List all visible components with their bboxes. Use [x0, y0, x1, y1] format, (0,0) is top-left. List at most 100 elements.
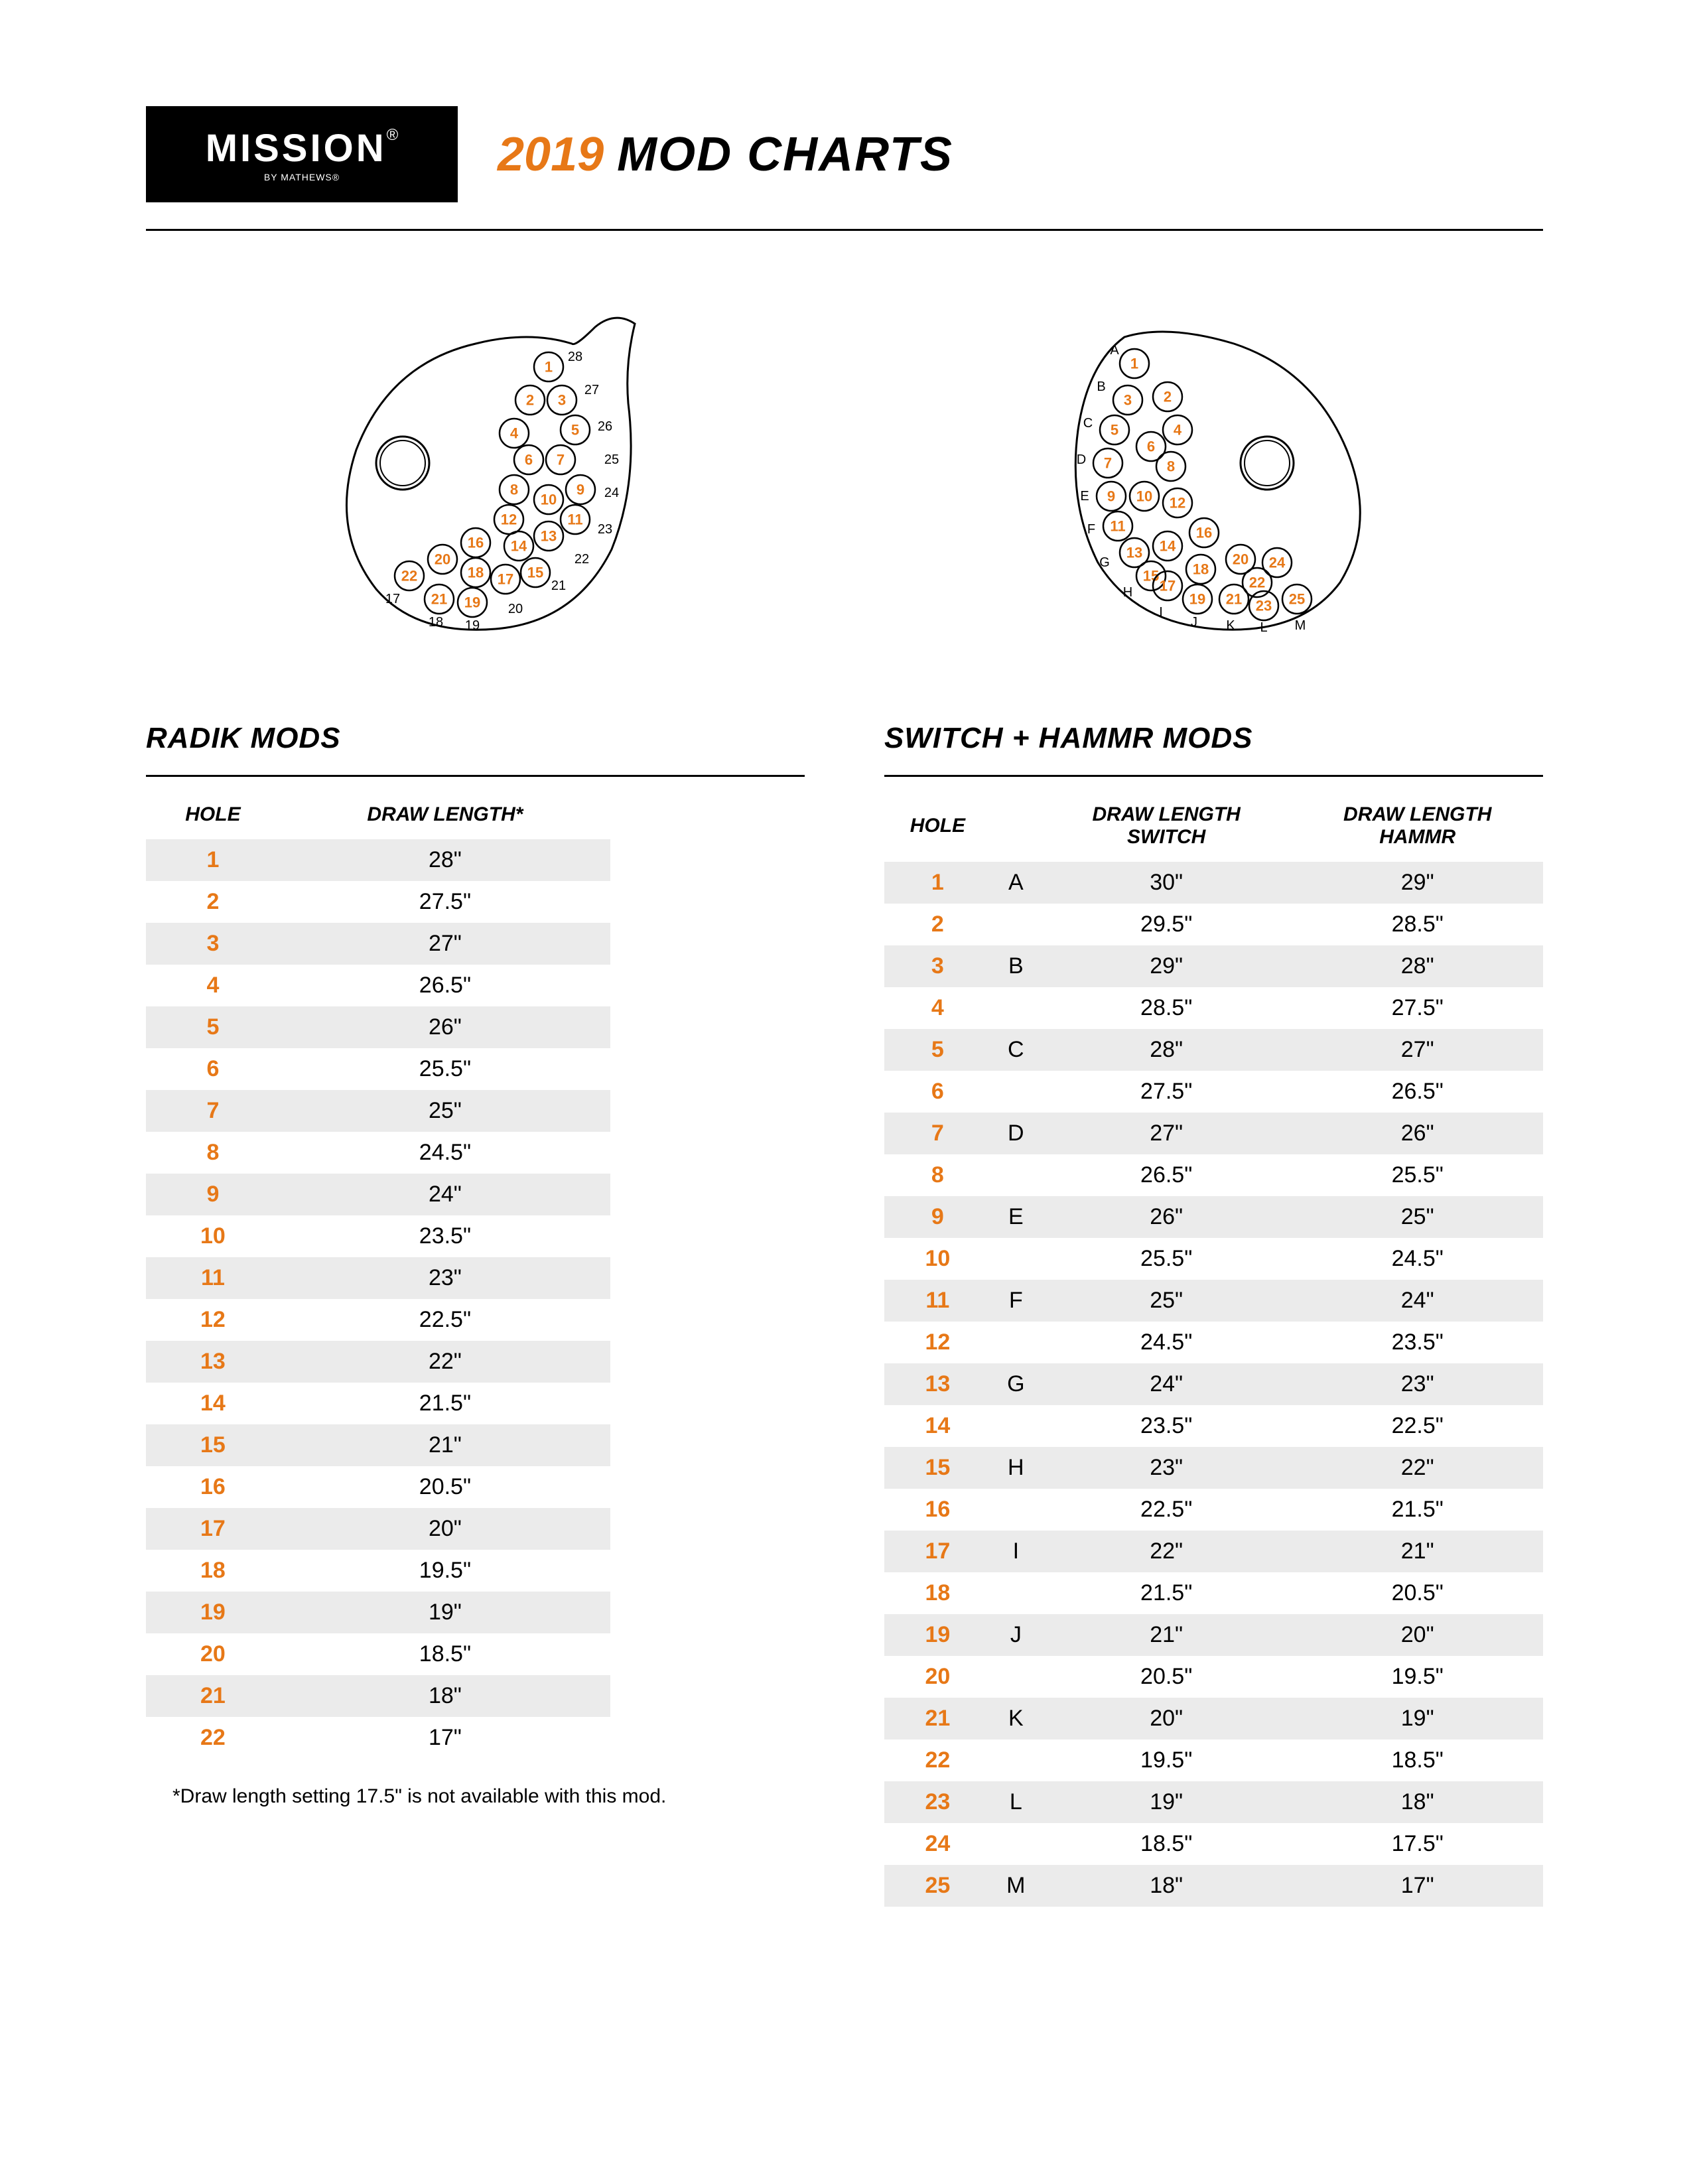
draw-length: 19.5" [1292, 1656, 1543, 1698]
table-row: 426.5" [146, 965, 610, 1006]
header: MISSION® BY MATHEWS® 2019 MOD CHARTS [0, 0, 1689, 202]
switch-hammr-column: 1234567891011121314151617181920212223242… [884, 297, 1543, 1907]
draw-length: 25.5" [280, 1048, 610, 1090]
draw-length: 24.5" [1041, 1322, 1292, 1363]
hole-number: 1 [884, 862, 991, 904]
draw-length: 22.5" [1292, 1405, 1543, 1447]
hole-number: 13 [146, 1341, 280, 1383]
draw-length: 17" [280, 1717, 610, 1759]
hole-number: 8 [884, 1154, 991, 1196]
table-row: 7D27"26" [884, 1113, 1543, 1154]
cam-edge-label: 22 [574, 552, 588, 567]
cam-hole-number: 5 [1110, 422, 1118, 439]
cam-edge-label: J [1191, 615, 1197, 630]
draw-length: 29" [1292, 862, 1543, 904]
hole-number: 10 [884, 1238, 991, 1280]
draw-length: 26" [280, 1006, 610, 1048]
hole-number: 21 [884, 1698, 991, 1740]
hole-letter: D [991, 1113, 1041, 1154]
table-row: 625.5" [146, 1048, 610, 1090]
table-row: 1222.5" [146, 1299, 610, 1341]
draw-length: 24" [1292, 1280, 1543, 1322]
table-header: HOLE [146, 790, 280, 839]
hole-number: 11 [146, 1257, 280, 1299]
cam-edge-label: L [1260, 620, 1267, 635]
title-rest: MOD CHARTS [617, 127, 953, 182]
hole-letter: C [991, 1029, 1041, 1071]
table-header: HOLE [884, 790, 991, 862]
draw-length: 18.5" [1292, 1740, 1543, 1781]
hole-letter [991, 1405, 1041, 1447]
hole-letter [991, 1322, 1041, 1363]
switch-hammr-title: SWITCH + HAMMR MODS [884, 722, 1543, 755]
draw-length: 23.5" [1041, 1405, 1292, 1447]
cam-hole-number: 16 [467, 535, 483, 551]
cam-edge-label: C [1083, 416, 1092, 431]
hole-number: 13 [884, 1363, 991, 1405]
draw-length: 25.5" [1292, 1154, 1543, 1196]
table-row: 1A30"29" [884, 862, 1543, 904]
cam-edge-label: 28 [567, 350, 582, 364]
cam-edge-label: A [1110, 343, 1119, 358]
cam-hole-number: 14 [1159, 538, 1176, 555]
cam-hole-number: 13 [540, 528, 556, 545]
draw-length: 21" [1041, 1614, 1292, 1656]
cam-hole-number: 25 [1288, 591, 1304, 608]
draw-length: 27" [280, 923, 610, 965]
table-row: 2020.5"19.5" [884, 1656, 1543, 1698]
draw-length: 18" [1041, 1865, 1292, 1907]
hole-number: 17 [884, 1531, 991, 1572]
hole-number: 10 [146, 1215, 280, 1257]
hole-letter: I [991, 1531, 1041, 1572]
hole-letter: K [991, 1698, 1041, 1740]
draw-length: 21.5" [1292, 1489, 1543, 1531]
cam-hole-number: 2 [1163, 389, 1171, 405]
draw-length: 18.5" [1041, 1823, 1292, 1865]
hole-number: 9 [884, 1196, 991, 1238]
hole-number: 15 [146, 1424, 280, 1466]
cam-hole-number: 14 [510, 538, 527, 555]
table-row: 2118" [146, 1675, 610, 1717]
radik-divider [146, 775, 805, 777]
hole-number: 9 [146, 1174, 280, 1215]
hole-number: 23 [884, 1781, 991, 1823]
hole-number: 6 [146, 1048, 280, 1090]
table-row: 11F25"24" [884, 1280, 1543, 1322]
content: 1234567891011121314151617181920212228272… [0, 231, 1689, 1907]
draw-length: 19.5" [1041, 1740, 1292, 1781]
hole-letter: B [991, 945, 1041, 987]
draw-length: 21.5" [280, 1383, 610, 1424]
cam-edge-label: 20 [507, 602, 522, 616]
table-row: 2418.5"17.5" [884, 1823, 1543, 1865]
hole-letter [991, 1238, 1041, 1280]
draw-length: 27.5" [1292, 987, 1543, 1029]
hole-number: 2 [146, 881, 280, 923]
table-row: 1123" [146, 1257, 610, 1299]
draw-length: 20" [1292, 1614, 1543, 1656]
hole-number: 22 [884, 1740, 991, 1781]
table-row: 128" [146, 839, 610, 881]
logo-main: MISSION [206, 127, 387, 170]
draw-length: 18.5" [280, 1633, 610, 1675]
table-row: 1322" [146, 1341, 610, 1383]
cam-hole-number: 13 [1126, 545, 1142, 561]
table-row: 25M18"17" [884, 1865, 1543, 1907]
hole-number: 25 [884, 1865, 991, 1907]
table-row: 23L19"18" [884, 1781, 1543, 1823]
draw-length: 26.5" [280, 965, 610, 1006]
title-year: 2019 [498, 127, 604, 182]
cam-hole-number: 17 [1159, 578, 1175, 594]
draw-length: 21" [280, 1424, 610, 1466]
draw-length: 28" [1041, 1029, 1292, 1071]
table-row: 1720" [146, 1508, 610, 1550]
hole-letter [991, 987, 1041, 1029]
hole-letter: F [991, 1280, 1041, 1322]
cam-edge-label: 27 [584, 383, 598, 397]
hole-number: 19 [884, 1614, 991, 1656]
table-row: 9E26"25" [884, 1196, 1543, 1238]
draw-length: 21" [1292, 1531, 1543, 1572]
table-row: 1819.5" [146, 1550, 610, 1592]
cam-hole-number: 21 [1225, 591, 1241, 608]
cam-edge-label: 26 [597, 419, 612, 434]
table-row: 924" [146, 1174, 610, 1215]
